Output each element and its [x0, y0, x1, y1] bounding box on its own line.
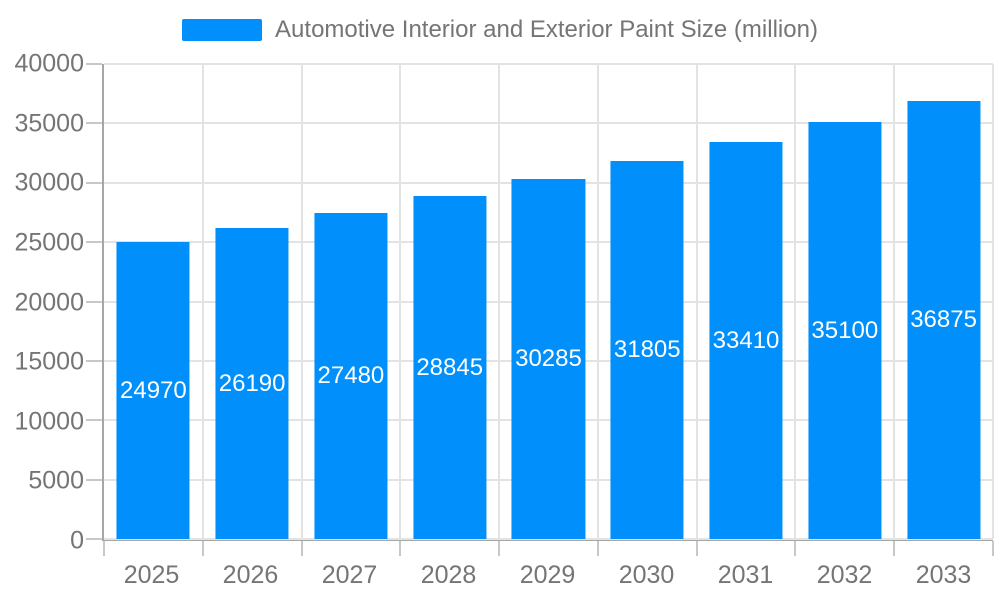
x-gridline [794, 64, 797, 539]
x-tick [103, 541, 105, 556]
bar-2032[interactable]: 35100 [808, 122, 882, 539]
bar-2029[interactable]: 30285 [511, 179, 586, 539]
y-axis: 40000 35000 30000 25000 20000 15000 10000 5000 0 [0, 50, 84, 555]
y-axis-label: 15000 [14, 347, 84, 376]
legend-label: Automotive Interior and Exterior Paint S… [275, 16, 818, 43]
x-axis-label: 2029 [519, 561, 576, 589]
bar-slot: 31805 [598, 64, 697, 539]
legend-marker-icon [182, 19, 263, 41]
bar-value-label: 30285 [515, 345, 582, 373]
bar-2028[interactable]: 28845 [413, 196, 487, 539]
x-gridline [201, 64, 204, 539]
bar-value-label: 31805 [613, 336, 681, 364]
y-tick [86, 181, 102, 184]
y-gridline [104, 122, 993, 125]
bar-2025[interactable]: 24970 [116, 242, 190, 539]
bar-slot: 28845 [400, 64, 499, 539]
y-axis-label: 5000 [28, 466, 84, 495]
bar-slot: 35100 [795, 64, 894, 539]
x-tick [992, 541, 994, 556]
bar-2026[interactable]: 26190 [215, 228, 289, 539]
bar-slot: 26190 [203, 64, 302, 539]
bar-slot: 36875 [894, 64, 993, 539]
bar-value-label: 26190 [218, 369, 286, 397]
y-axis-label: 0 [70, 526, 84, 555]
bar-slot: 30285 [499, 64, 598, 539]
x-gridline [399, 64, 402, 539]
y-axis-label: 10000 [14, 407, 84, 436]
y-tick [86, 478, 102, 481]
x-axis-label: 2031 [717, 561, 774, 589]
bar-slot: 27480 [302, 64, 401, 539]
bar-2030[interactable]: 31805 [610, 161, 684, 539]
y-axis-label: 30000 [14, 168, 84, 197]
x-axis-label: 2026 [222, 561, 279, 589]
x-axis-label: 2033 [915, 561, 972, 589]
x-axis-label: 2030 [618, 561, 675, 589]
bar-value-label: 24970 [119, 376, 187, 404]
x-axis: 2025 2026 2027 2028 2029 2030 2031 2032 2033 [102, 556, 993, 596]
y-tick [86, 359, 102, 362]
bar-value-label: 35100 [811, 316, 879, 344]
x-tick [498, 541, 501, 556]
y-tick [86, 63, 102, 65]
x-axis-label: 2025 [123, 561, 180, 589]
x-gridline [498, 64, 501, 539]
y-axis-label: 20000 [14, 288, 84, 316]
bar-2031[interactable]: 33410 [709, 142, 783, 539]
y-tick [86, 419, 102, 422]
bar-2033[interactable]: 36875 [907, 101, 981, 539]
y-axis-label: 35000 [14, 109, 84, 138]
x-axis-label: 2028 [420, 561, 477, 589]
x-tick [300, 541, 303, 556]
y-axis-label: 40000 [14, 49, 84, 78]
y-tick [86, 241, 102, 244]
x-tick [596, 541, 599, 556]
legend[interactable]: Automotive Interior and Exterior Paint S… [0, 16, 1000, 44]
bar-value-label: 36875 [910, 306, 977, 334]
x-axis-label: 2032 [816, 561, 873, 589]
bar-value-label: 27480 [317, 361, 385, 389]
x-gridline [695, 64, 698, 539]
plot-area: 24970 26190 27480 28845 30285 31805 33410 35100… [86, 63, 994, 556]
bar-value-label: 33410 [712, 326, 780, 354]
y-tick [86, 538, 102, 540]
x-gridline [893, 64, 896, 539]
bar-2027[interactable]: 27480 [314, 212, 388, 539]
bar-slot: 33410 [697, 64, 796, 539]
x-tick [695, 541, 698, 556]
x-tick [893, 541, 896, 556]
y-gridline [104, 538, 993, 540]
y-tick [86, 122, 102, 125]
x-gridline [300, 64, 303, 539]
x-tick [794, 541, 797, 556]
x-tick [399, 541, 402, 556]
y-tick [86, 300, 102, 303]
x-axis-label: 2027 [321, 561, 378, 589]
y-axis-label: 25000 [14, 228, 84, 257]
bar-slot: 24970 [104, 64, 203, 539]
x-gridline [596, 64, 599, 539]
bar-value-label: 28845 [416, 353, 484, 381]
y-gridline [104, 63, 993, 65]
x-gridline [992, 64, 994, 539]
x-tick [201, 541, 204, 556]
